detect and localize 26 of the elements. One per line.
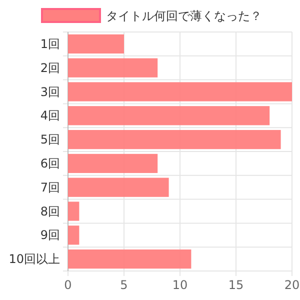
bar: [68, 154, 158, 174]
y-tick-label: 3回: [40, 84, 60, 99]
bar: [68, 34, 124, 54]
bar: [68, 106, 270, 126]
y-tick-label: 7回: [40, 180, 60, 194]
x-tick-label: 15: [228, 278, 244, 292]
legend-label: タイトル何回で薄くなった？: [106, 9, 262, 23]
bar: [68, 249, 192, 269]
x-tick-label: 5: [120, 278, 128, 292]
y-tick-label: 2回: [40, 60, 60, 75]
x-tick-label: 20: [284, 278, 300, 292]
y-tick-label: 1回: [40, 36, 60, 51]
x-tick-label: 0: [64, 278, 72, 292]
y-tick-label: 6回: [40, 156, 60, 170]
bar: [68, 82, 292, 102]
y-tick-label: 5回: [40, 132, 60, 147]
y-tick-label: 9回: [40, 228, 60, 242]
y-tick-label: 10回以上: [8, 252, 60, 266]
bar: [68, 202, 80, 221]
bar: [68, 178, 169, 197]
x-tick-label: 10: [172, 278, 188, 292]
bar: [68, 130, 281, 150]
bar: [68, 226, 80, 245]
y-tick-label: 4回: [40, 108, 60, 123]
bar: [68, 58, 158, 78]
y-tick-label: 8回: [40, 204, 60, 218]
